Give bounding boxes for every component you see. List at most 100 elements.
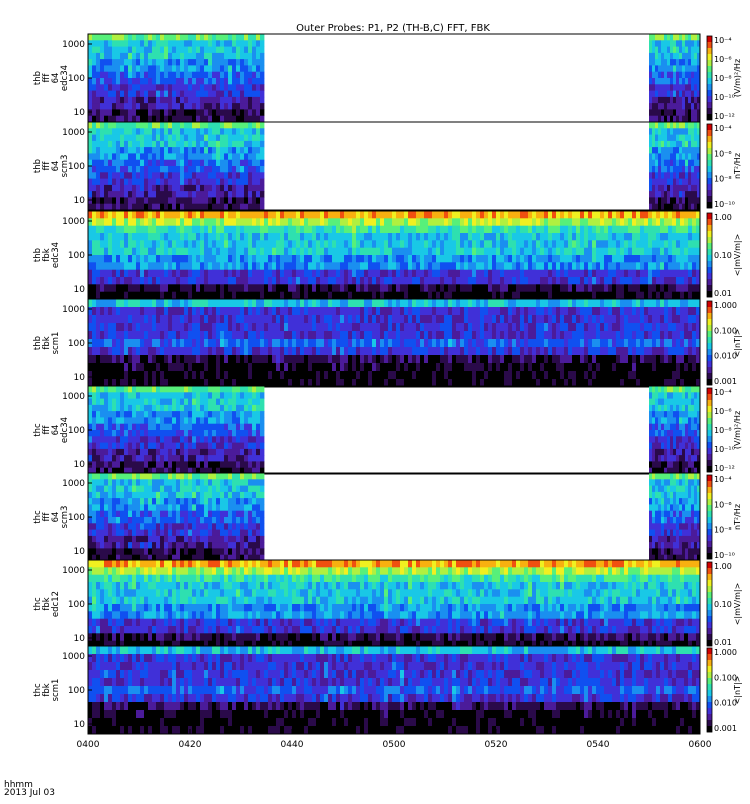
spectrogram-cell (384, 270, 388, 278)
spectrogram-cell (516, 355, 520, 363)
spectrogram-cell (232, 59, 236, 66)
spectrogram-cell (691, 160, 694, 167)
spectrogram-cell (184, 218, 188, 226)
colorbar-segment (707, 148, 712, 154)
spectrogram-cell (240, 197, 244, 204)
spectrogram-cell (464, 270, 468, 278)
colorbar-segment (707, 142, 712, 148)
spectrogram-cell (104, 109, 108, 116)
spectrogram-cell (144, 347, 148, 355)
spectrogram-cell (124, 47, 128, 54)
spectrogram-cell (88, 315, 92, 323)
spectrogram-cell (164, 34, 168, 41)
spectrogram-cell (664, 166, 667, 173)
spectrogram-cell (176, 141, 180, 148)
spectrogram-cell (456, 262, 460, 270)
spectrogram-cell (556, 240, 560, 248)
spectrogram-cell (196, 255, 200, 263)
spectrogram-cell (488, 270, 492, 278)
spectrogram-cell (216, 91, 220, 98)
spectrogram-cell (624, 240, 628, 248)
spectrogram-cell (148, 226, 152, 234)
spectrogram-cell (176, 59, 180, 66)
spectrogram-cell (148, 197, 152, 204)
spectrogram-cell (560, 233, 564, 241)
spectrogram-cell (344, 248, 348, 256)
spectrogram-cell (228, 363, 232, 371)
spectrogram-cell (424, 315, 428, 323)
spectrogram-cell (188, 292, 192, 300)
spectrogram-cell (520, 331, 524, 339)
spectrogram-cell (676, 160, 679, 167)
spectrogram-cell (88, 262, 92, 270)
spectrogram-cell (96, 141, 100, 148)
spectrogram-cell (296, 355, 300, 363)
spectrogram-cell (328, 277, 332, 285)
spectrogram-cell (224, 218, 228, 226)
spectrogram-cell (300, 284, 304, 292)
spectrogram-cell (144, 277, 148, 285)
spectrogram-cell (88, 233, 92, 241)
spectrogram-cell (260, 78, 264, 85)
spectrogram-cell (228, 197, 232, 204)
spectrogram-cell (692, 248, 696, 256)
spectrogram-cell (624, 270, 628, 278)
spectrogram-cell (460, 277, 464, 285)
spectrogram-cell (176, 191, 180, 198)
spectrogram-cell (116, 226, 120, 234)
spectrogram-cell (360, 211, 364, 219)
spectrogram-cell (260, 226, 264, 234)
spectrogram-cell (688, 284, 692, 292)
spectrogram-cell (260, 65, 264, 72)
spectrogram-cell (368, 323, 372, 331)
spectrogram-cell (424, 277, 428, 285)
spectrogram-cell (100, 160, 104, 167)
spectrogram-cell (100, 226, 104, 234)
spectrogram-cell (236, 284, 240, 292)
spectrogram-cell (168, 218, 172, 226)
spectrogram-cell (180, 160, 184, 167)
spectrogram-cell (324, 233, 328, 241)
spectrogram-cell (388, 277, 392, 285)
spectrogram-cell (460, 211, 464, 219)
spectrogram-cell (556, 315, 560, 323)
spectrogram-cell (168, 191, 172, 198)
spectrogram-cell (120, 284, 124, 292)
spectrogram-cell (260, 53, 264, 60)
spectrogram-cell (312, 248, 316, 256)
spectrogram-cell (456, 292, 460, 300)
spectrogram-cell (508, 240, 512, 248)
spectrogram-cell (616, 292, 620, 300)
spectrogram-cell (104, 185, 108, 192)
spectrogram-cell (304, 363, 308, 371)
spectrogram-cell (120, 91, 124, 98)
spectrogram-cell (208, 128, 212, 135)
spectrogram-cell (252, 172, 256, 179)
colorbar-tick-label: 0.01 (714, 289, 732, 298)
spectrogram-cell (224, 191, 228, 198)
spectrogram-cell (156, 116, 160, 123)
spectrogram-cell (268, 331, 272, 339)
spectrogram-cell (120, 141, 124, 148)
spectrogram-cell (416, 248, 420, 256)
spectrogram-cell (136, 160, 140, 167)
spectrogram-cell (196, 226, 200, 234)
spectrogram-cell (100, 191, 104, 198)
colorbar-segment (707, 249, 712, 255)
spectrogram-cell (216, 40, 220, 47)
spectrogram-cell (304, 355, 308, 363)
spectrogram-cell (456, 270, 460, 278)
spectrogram-cell (500, 323, 504, 331)
spectrogram-cell (244, 197, 248, 204)
spectrogram-cell (120, 262, 124, 270)
spectrogram-cell (356, 270, 360, 278)
spectrogram-cell (236, 218, 240, 226)
spectrogram-cell (300, 218, 304, 226)
spectrogram-cell (328, 262, 332, 270)
spectrogram-cell (156, 122, 160, 129)
spectrogram-cell (676, 153, 679, 160)
spectrogram-cell (172, 240, 176, 248)
spectrogram-cell (180, 371, 184, 379)
spectrogram-cell (96, 84, 100, 91)
spectrogram-cell (452, 299, 456, 307)
